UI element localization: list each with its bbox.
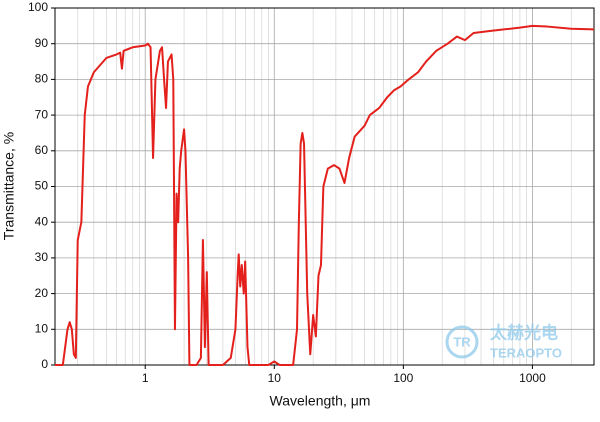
watermark-brand: TERAOPTO [490,345,562,360]
x-tick-label: 1 [142,371,149,385]
data-line [55,24,595,366]
watermark: TR 太赫光电 TERAOPTO [445,322,562,360]
y-tick-label: 40 [35,214,49,228]
y-tick-label: 80 [35,72,49,86]
watermark-logo: TR [453,334,471,349]
y-tick-label: 0 [41,357,48,371]
watermark-ring [445,325,479,359]
y-axis-label: Transmittance, % [1,132,17,240]
y-tick-label: 90 [35,36,49,50]
y-tick-label: 10 [35,321,49,335]
y-tick-label: 50 [35,179,49,193]
y-tick-label: 30 [35,250,49,264]
y-tick-label: 100 [28,0,48,14]
y-tick-label: 20 [35,286,49,300]
plot-frame [54,7,595,366]
x-tick-label: 100 [393,371,413,385]
y-tick-label: 70 [35,107,49,121]
x-tick-label: 10 [268,371,282,385]
x-axis-label: Wavelength, μm [270,393,371,409]
x-tick-label: 1000 [519,371,546,385]
y-tick-label: 60 [35,143,49,157]
watermark-name: 太赫光电 [490,322,558,342]
